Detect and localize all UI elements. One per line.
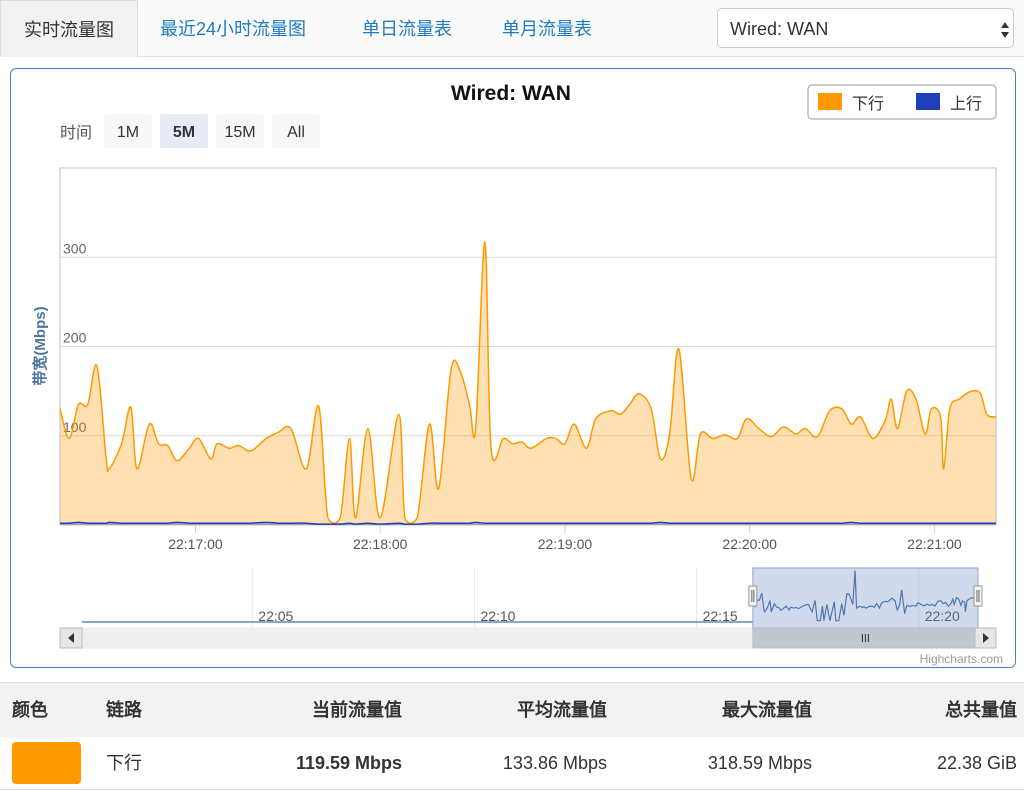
range-button[interactable] [216, 114, 264, 148]
x-tick-label: 22:18:00 [353, 536, 408, 552]
navigator-tick-label: 22:15 [703, 608, 738, 624]
range-button[interactable] [104, 114, 152, 148]
y-tick-label: 100 [63, 419, 87, 435]
series-line [59, 521, 996, 525]
table-cell: 22.38 GiB [936, 753, 1017, 773]
chart-container [10, 68, 1016, 668]
chart-title: Wired: WAN [451, 82, 571, 105]
navigator-mask[interactable] [752, 567, 979, 629]
x-tick-label: 22:21:00 [907, 536, 962, 552]
table-header: 当前流量值 [312, 700, 402, 720]
scroll-left-arrow [68, 633, 74, 643]
range-label: 时间 [60, 124, 92, 142]
table-header: 总共量值 [945, 700, 1017, 720]
x-tick-label: 22:17:00 [168, 536, 223, 552]
y-tick-label: 200 [63, 330, 87, 346]
legend-swatch [916, 93, 940, 110]
interface-select[interactable]: Wired: WAN [717, 8, 1014, 48]
legend-box [807, 84, 997, 120]
chart: Wired: WAN 时间 带宽(Mbps) Highcharts.com 1M… [31, 82, 1003, 666]
table-header: 链路 [106, 700, 142, 720]
range-button-label: All [287, 124, 305, 141]
table-header: 颜色 [12, 700, 48, 720]
table-header: 平均流量值 [517, 700, 607, 720]
credits[interactable]: Highcharts.com [920, 652, 1003, 666]
tab[interactable]: 实时流量图 [0, 0, 138, 57]
navigator-tick-label: 22:20 [925, 608, 960, 624]
y-axis-title: 带宽(Mbps) [31, 306, 49, 385]
navigator-tick-label: 22:05 [258, 608, 293, 624]
color-swatch [12, 742, 81, 784]
series-line [59, 241, 997, 524]
tab[interactable]: 单日流量表 [362, 19, 452, 39]
navigator-handle[interactable] [748, 585, 758, 607]
table-rule [0, 789, 1024, 790]
range-button[interactable] [160, 114, 208, 148]
legend-label[interactable]: 下行 [852, 95, 884, 113]
tab[interactable]: 最近24小时流量图 [160, 19, 307, 39]
scroll-right-arrow [983, 633, 989, 643]
table-cell: 318.59 Mbps [707, 753, 812, 773]
select-arrows [1001, 22, 1009, 38]
range-button-label: 1M [117, 124, 139, 141]
legend-swatch [818, 93, 842, 110]
table-header-bg [0, 682, 1024, 737]
x-tick-label: 22:19:00 [538, 536, 593, 552]
select-value: Wired: WAN [730, 19, 829, 39]
navigator-tick-label: 22:10 [480, 608, 515, 624]
x-tick-label: 22:20:00 [722, 536, 777, 552]
range-button[interactable] [272, 114, 320, 148]
table-cell: 119.59 Mbps [295, 753, 402, 773]
navigator-line [752, 570, 979, 622]
tab[interactable]: 单月流量表 [502, 19, 592, 39]
table-header: 最大流量值 [722, 700, 812, 720]
legend-label[interactable]: 上行 [950, 95, 982, 113]
y-tick-label: 300 [63, 240, 87, 256]
table-cell: 133.86 Mbps [502, 753, 607, 773]
range-button-label: 15M [224, 124, 255, 141]
navigator-handle[interactable] [973, 585, 983, 607]
area-fill [60, 242, 996, 525]
range-button-label: 5M [173, 124, 195, 141]
table-cell: 下行 [106, 753, 142, 773]
